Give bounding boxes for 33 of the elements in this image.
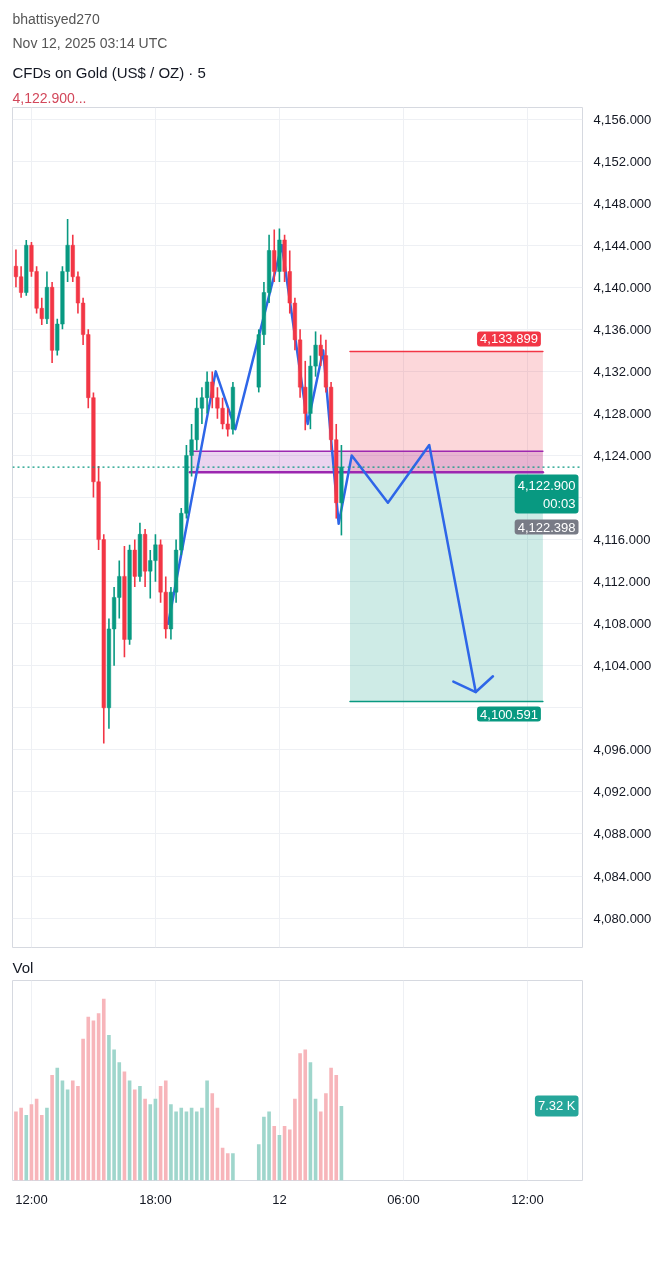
y-tick-label: 4,152.000: [593, 153, 652, 169]
y-tick-label: 4,132.000: [593, 363, 652, 379]
y-tick-label: 4,080.000: [593, 910, 652, 926]
y-tick-label: 4,128.000: [593, 405, 652, 421]
y-tick-label: 4,112.000: [593, 574, 651, 590]
y-tick-label: 4,092.000: [593, 784, 652, 800]
y-tick-label: 4,144.000: [593, 237, 652, 253]
annotation: 7.32 K: [537, 1098, 576, 1114]
y-tick-label: 4,136.000: [593, 321, 652, 337]
x-tick-label: 12:00: [511, 1191, 544, 1207]
y-tick-label: 4,124.000: [593, 447, 652, 463]
data-label: 4,133.899: [480, 331, 538, 347]
data-label: 4,100.591: [480, 706, 538, 722]
x-tick-label: 06:00: [387, 1191, 420, 1207]
text: Nov 12, 2025 03:14 UTC: [12, 34, 168, 51]
x-tick-label: 18:00: [139, 1191, 172, 1207]
chart-title: Vol: [12, 958, 34, 976]
y-tick-label: 4,108.000: [593, 616, 652, 632]
y-tick-label: 4,148.000: [593, 195, 652, 211]
ref-line-label: 4,122.900 00:03: [517, 477, 576, 511]
y-tick-label: 4,140.000: [593, 279, 652, 295]
x-tick-label: 12: [272, 1191, 287, 1207]
chart-subtitle: 4,122.900...: [12, 89, 87, 106]
y-tick-label: 4,096.000: [593, 742, 652, 758]
annotation: 4,122.398: [517, 519, 576, 535]
chart-title: CFDs on Gold (US$ / OZ) · 5: [12, 63, 206, 81]
y-tick-label: 4,084.000: [593, 868, 652, 884]
y-tick-label: 4,116.000: [593, 532, 651, 548]
x-tick-label: 12:00: [15, 1191, 48, 1207]
y-tick-label: 4,104.000: [593, 658, 652, 674]
y-tick-label: 4,088.000: [593, 826, 652, 842]
y-tick-label: 4,156.000: [593, 111, 652, 127]
text: bhattisyed270: [12, 10, 100, 27]
